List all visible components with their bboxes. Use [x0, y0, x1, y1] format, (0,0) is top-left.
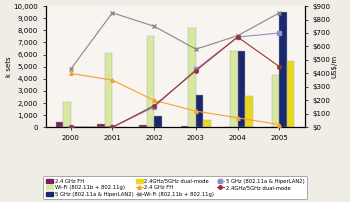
Bar	[203, 120, 211, 127]
Legend: 2.4 GHz FH, Wi-Fi (802.11b + 802.11g), 5 GHz (802.11a & HiperLAN2), 2.4GHz/5GHz : 2.4 GHz FH, Wi-Fi (802.11b + 802.11g), 5…	[43, 176, 307, 199]
Bar	[196, 95, 203, 127]
Bar	[139, 125, 147, 127]
Bar	[230, 51, 238, 127]
Bar	[287, 61, 294, 127]
Bar	[272, 75, 279, 127]
Bar	[147, 36, 154, 127]
Bar	[279, 12, 287, 127]
Bar	[188, 28, 196, 127]
Bar	[105, 53, 112, 127]
Bar	[238, 51, 245, 127]
Y-axis label: k sets: k sets	[6, 56, 12, 77]
Y-axis label: US$/m: US$/m	[331, 55, 337, 78]
Bar	[154, 116, 162, 127]
Bar	[245, 96, 253, 127]
Bar	[63, 102, 71, 127]
Bar	[181, 126, 188, 127]
Bar	[56, 122, 63, 127]
Bar	[97, 124, 105, 127]
